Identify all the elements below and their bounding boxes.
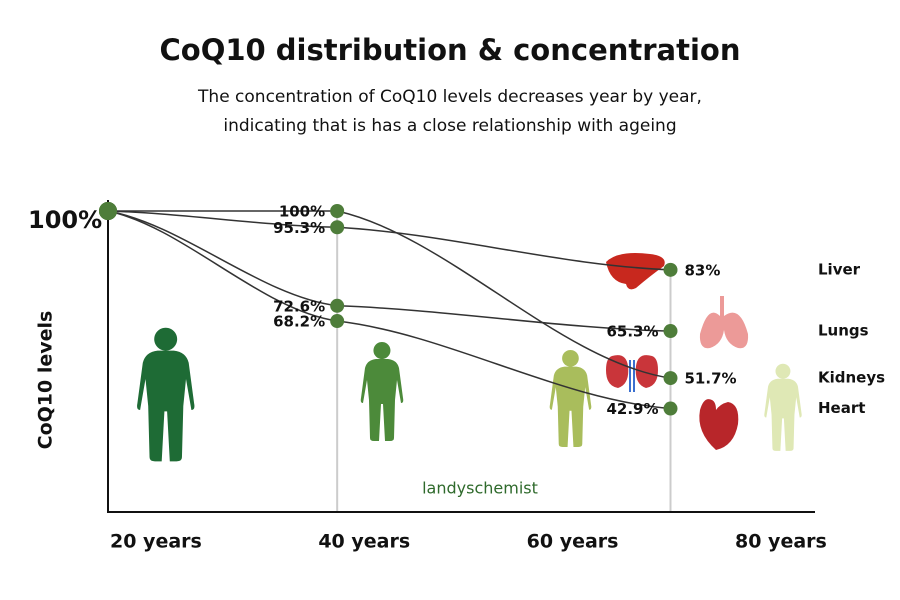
y-axis-label: CoQ10 levels bbox=[35, 311, 57, 450]
series-line bbox=[107, 210, 671, 379]
person-figure bbox=[360, 342, 404, 441]
x-tick-label: 20 years bbox=[110, 531, 202, 553]
heart-icon bbox=[699, 399, 739, 450]
subtitle: indicating that is has a close relations… bbox=[223, 116, 676, 136]
data-point bbox=[330, 314, 345, 329]
data-point bbox=[330, 220, 345, 235]
value-label: 72.6% bbox=[273, 297, 325, 315]
x-tick-label: 40 years bbox=[318, 531, 410, 553]
value-label: 83% bbox=[685, 261, 721, 279]
person-figure bbox=[764, 363, 802, 451]
figures bbox=[137, 327, 802, 462]
y-tick-label: 100% bbox=[28, 206, 102, 234]
value-label: 95.3% bbox=[273, 219, 325, 237]
data-point bbox=[330, 298, 345, 313]
data-point bbox=[99, 202, 117, 220]
person-figure bbox=[549, 349, 592, 447]
legend-label: Heart bbox=[818, 399, 865, 417]
data-point bbox=[663, 371, 678, 386]
value-label: 65.3% bbox=[606, 323, 658, 341]
series-line bbox=[107, 210, 671, 271]
kidneys-icon bbox=[606, 355, 658, 388]
value-label: 100% bbox=[279, 203, 325, 221]
data-point bbox=[663, 401, 678, 416]
data-point bbox=[663, 262, 678, 277]
legend-label: Kidneys bbox=[818, 369, 885, 387]
organs bbox=[606, 253, 749, 450]
x-tick-label: 80 years bbox=[735, 531, 827, 553]
value-label: 51.7% bbox=[685, 370, 737, 388]
subtitle: The concentration of CoQ10 levels decrea… bbox=[197, 87, 702, 107]
person-figure bbox=[137, 327, 195, 462]
legend-label: Liver bbox=[818, 260, 861, 278]
legend-label: Lungs bbox=[818, 322, 869, 340]
x-tick-label: 60 years bbox=[527, 531, 619, 553]
chart-title: CoQ10 distribution & concentration bbox=[159, 33, 740, 67]
kidneys-vessels bbox=[629, 360, 635, 392]
data-point bbox=[663, 324, 678, 339]
watermark: landyschemist bbox=[422, 479, 538, 498]
data-point bbox=[330, 204, 345, 218]
liver-icon bbox=[606, 253, 665, 290]
value-label: 42.9% bbox=[606, 400, 658, 418]
value-label: 68.2% bbox=[273, 313, 325, 331]
lungs-icon bbox=[699, 296, 749, 349]
